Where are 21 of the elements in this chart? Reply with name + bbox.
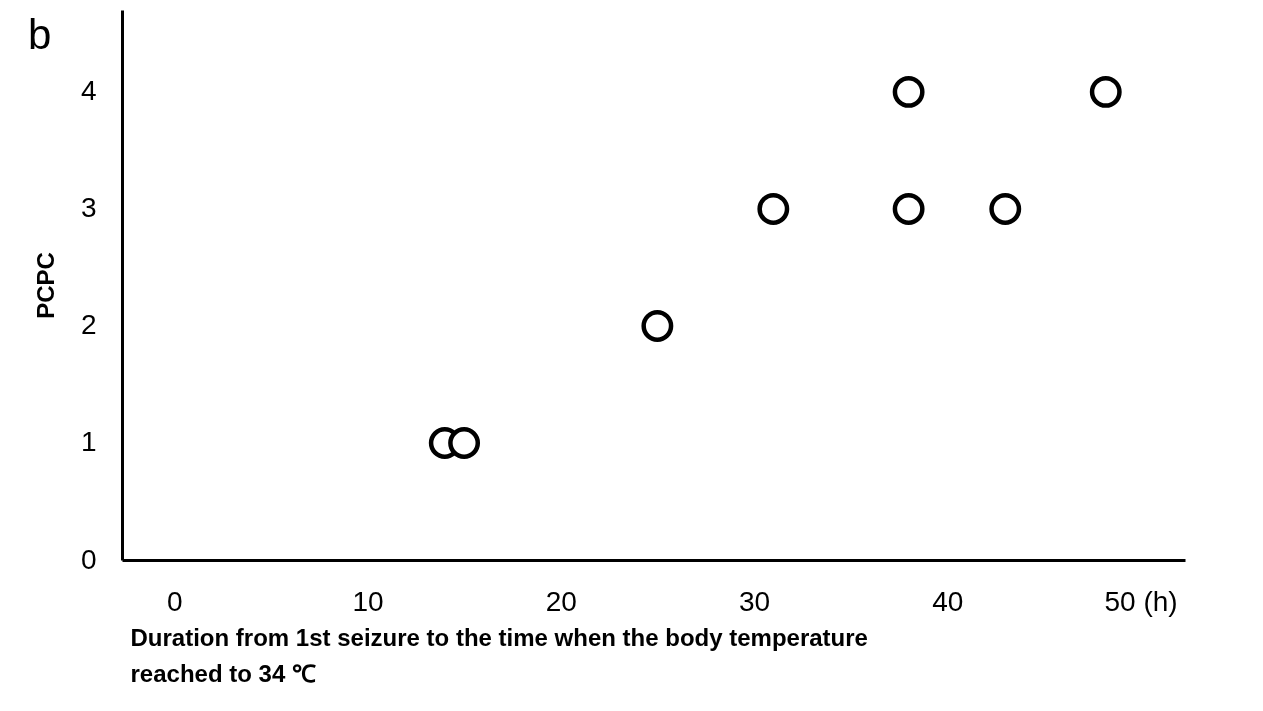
x-tick-label: 30 (738, 585, 771, 617)
x-tick-label: 40 (932, 585, 964, 617)
text: b (28, 11, 52, 58)
y-tick-label: 1 (80, 426, 97, 458)
point (892, 76, 925, 108)
y-tick-label: 4 (80, 75, 97, 107)
y-axis-title: PCPC (31, 252, 59, 319)
y-tick-label: 2 (80, 309, 97, 341)
point (641, 310, 674, 342)
point (892, 193, 925, 225)
x-axis-title: Duration from 1st seizure to the time when the body temperature reached to 34 ℃ (130, 623, 868, 687)
point (989, 193, 1022, 225)
x-tick-label: 20 (545, 585, 577, 617)
point (448, 427, 481, 459)
point (1089, 76, 1122, 108)
x-tick-label: 50 (h) (1104, 585, 1178, 617)
x-tick-label: 10 (352, 585, 384, 617)
x-tick-label: 0 (166, 585, 183, 617)
y-tick-label: 0 (80, 543, 97, 575)
point (757, 193, 790, 225)
y-tick-label: 3 (80, 192, 97, 224)
